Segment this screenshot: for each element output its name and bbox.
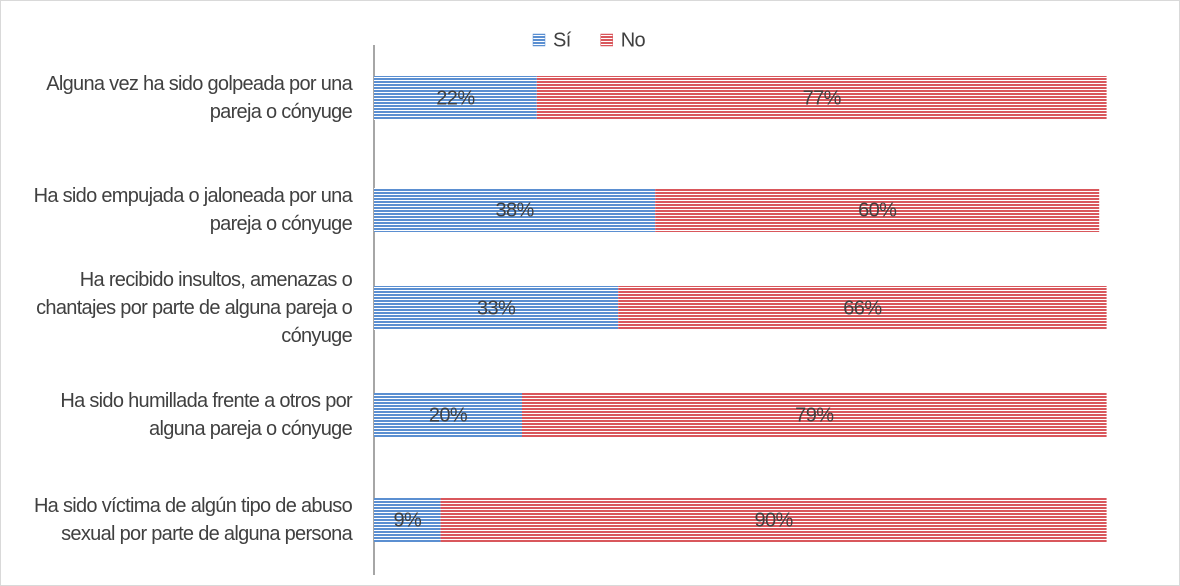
bar-segment <box>655 188 1100 232</box>
bar-segment <box>374 76 537 120</box>
category-label: Ha recibido insultos, amenazas o chantaj… <box>36 269 353 347</box>
data-label: 60% <box>858 199 897 221</box>
category-label: Ha sido humillada frente a otros por alg… <box>60 390 352 440</box>
data-label: 20% <box>429 404 468 426</box>
bar-segment <box>374 286 619 330</box>
data-label: 9% <box>393 509 422 531</box>
bar-segment <box>618 286 1107 330</box>
category-label: Ha sido víctima de algún tipo de abuso s… <box>33 495 353 545</box>
data-label: 77% <box>803 87 842 109</box>
data-label: 79% <box>795 404 834 426</box>
legend-label: Sí <box>553 29 572 51</box>
data-label: 33% <box>477 297 516 319</box>
data-label: 22% <box>436 87 475 109</box>
data-label: 38% <box>495 199 534 221</box>
bar-segment <box>522 393 1107 437</box>
legend-swatch <box>532 33 546 47</box>
bar-segment <box>374 188 656 232</box>
category-label: Alguna vez ha sido golpeada por una pare… <box>46 73 352 123</box>
legend-label: No <box>621 29 646 51</box>
bar-segment <box>374 393 522 437</box>
bar-segment <box>374 498 441 542</box>
bar-segment <box>536 76 1107 120</box>
data-label: 66% <box>843 297 882 319</box>
bar-segment <box>440 498 1107 542</box>
category-label: Ha sido empujada o jaloneada por una par… <box>33 185 353 235</box>
data-label: 90% <box>754 509 793 531</box>
legend-swatch <box>600 33 613 47</box>
